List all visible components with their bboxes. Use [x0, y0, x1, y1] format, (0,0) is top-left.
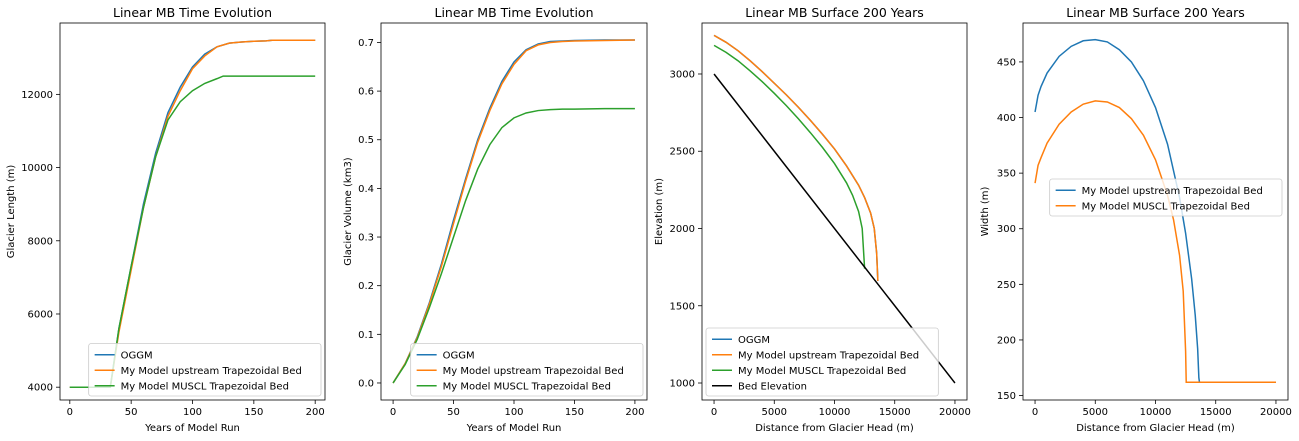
x-tick-label: 50 — [447, 407, 460, 418]
series-line-3 — [69, 75, 316, 388]
legend-label: OGGM — [443, 350, 475, 361]
legend-label: My Model MUSCL Trapezoidal Bed — [1082, 201, 1250, 212]
x-tick-label: 100 — [183, 407, 202, 418]
y-tick-label: 1500 — [670, 301, 695, 312]
x-tick-label: 200 — [625, 407, 644, 418]
series-line-2 — [1034, 100, 1276, 383]
y-tick-label: 300 — [997, 224, 1016, 235]
x-tick-label: 0 — [711, 407, 717, 418]
y-axis-label: Width (m) — [980, 187, 991, 237]
y-tick-label: 350 — [997, 169, 1016, 180]
legend-box — [88, 343, 322, 397]
legend-label: My Model upstream Trapezoidal Bed — [1082, 186, 1263, 197]
y-tick-label: 400 — [997, 113, 1016, 124]
legend-label: My Model upstream Trapezoidal Bed — [121, 366, 302, 377]
series-line-2 — [713, 34, 879, 282]
x-tick-label: 150 — [565, 407, 584, 418]
y-axis-label: Glacier Length (m) — [6, 165, 17, 259]
y-tick-label: 2500 — [670, 147, 695, 158]
legend-label: My Model MUSCL Trapezoidal Bed — [443, 381, 611, 392]
y-tick-label: 450 — [997, 57, 1016, 68]
chart-panel-3: 0 5000 10000 15000 20000 1000 1500 2000 2500 3000… — [654, 5, 971, 434]
x-tick-label: 5000 — [762, 407, 787, 418]
y-tick-label: 6000 — [28, 309, 53, 320]
series-line-1 — [713, 34, 879, 282]
x-tick-label: 100 — [504, 407, 523, 418]
series-line-1 — [392, 39, 635, 384]
y-tick-label: 0.3 — [358, 233, 374, 244]
x-tick-label: 20000 — [939, 407, 971, 418]
legend-label: OGGM — [121, 350, 153, 361]
legend-box — [705, 327, 939, 397]
y-tick-label: 4000 — [28, 383, 53, 394]
series-line-1 — [1034, 38, 1276, 383]
x-tick-label: 10000 — [1140, 407, 1172, 418]
y-tick-label: 8000 — [28, 236, 53, 247]
x-tick-label: 0 — [390, 407, 396, 418]
x-axis-label: Distance from Glacier Head (m) — [1076, 423, 1235, 434]
series-line-2 — [392, 39, 635, 384]
y-tick-label: 3000 — [670, 69, 695, 80]
y-tick-label: 200 — [997, 335, 1016, 346]
x-tick-label: 15000 — [879, 407, 911, 418]
series-line-3 — [392, 107, 635, 384]
chart-panel-4: 0 5000 10000 15000 20000 150 200 250 300 350 400 45… — [980, 5, 1292, 434]
chart-title: Linear MB Surface 200 Years — [1066, 5, 1245, 20]
x-tick-label: 20000 — [1260, 407, 1292, 418]
x-tick-label: 0 — [1032, 407, 1038, 418]
chart-panel-2: 0 50 100 150 200 0.0 0.1 0.2 0.3 0.4 0.5 0.6 0.7 Line… — [343, 5, 648, 434]
legend: OGGM My Model upstream Trapezoidal Bed My … — [410, 343, 644, 397]
y-tick-label: 2000 — [670, 224, 695, 235]
legend: OGGM My Model upstream Trapezoidal Bed My … — [705, 327, 939, 397]
x-axis-label: Distance from Glacier Head (m) — [755, 423, 914, 434]
x-axis-label: Years of Model Run — [144, 423, 240, 434]
x-tick-label: 50 — [125, 407, 138, 418]
chart-title: Linear MB Time Evolution — [434, 5, 593, 20]
legend-label: Bed Elevation — [738, 381, 807, 392]
chart-title: Linear MB Surface 200 Years — [745, 5, 924, 20]
y-tick-label: 1000 — [670, 379, 695, 390]
legend-label: My Model MUSCL Trapezoidal Bed — [121, 381, 289, 392]
y-axis-label: Elevation (m) — [654, 178, 665, 245]
x-tick-label: 0 — [67, 407, 73, 418]
y-tick-label: 12000 — [21, 90, 53, 101]
x-tick-label: 15000 — [1200, 407, 1232, 418]
y-tick-label: 0.4 — [358, 184, 374, 195]
legend-box — [410, 343, 644, 397]
y-tick-label: 10000 — [21, 163, 53, 174]
x-tick-label: 5000 — [1083, 407, 1108, 418]
x-tick-label: 200 — [306, 407, 325, 418]
series-line-1 — [69, 39, 316, 388]
y-axis-label: Glacier Volume (km3) — [343, 157, 354, 266]
x-axis-label: Years of Model Run — [466, 423, 562, 434]
legend: OGGM My Model upstream Trapezoidal Bed My … — [88, 343, 322, 397]
x-tick-label: 10000 — [819, 407, 851, 418]
y-tick-label: 0.2 — [358, 281, 374, 292]
y-tick-label: 0.5 — [358, 135, 374, 146]
legend-label: My Model upstream Trapezoidal Bed — [738, 350, 919, 361]
y-tick-label: 0.0 — [358, 378, 374, 389]
y-tick-label: 250 — [997, 280, 1016, 291]
series-line-3 — [713, 44, 866, 269]
legend-label: OGGM — [738, 335, 770, 346]
legend-label: My Model MUSCL Trapezoidal Bed — [738, 366, 906, 377]
chart-panel-1: 0 50 100 150 200 4000 6000 8000 10000 12000 Linear… — [6, 5, 326, 434]
chart-title: Linear MB Time Evolution — [113, 5, 272, 20]
y-tick-label: 0.1 — [358, 330, 374, 341]
y-tick-label: 0.6 — [358, 87, 374, 98]
legend: My Model upstream Trapezoidal Bed My Mode… — [1049, 178, 1283, 217]
legend-label: My Model upstream Trapezoidal Bed — [443, 366, 624, 377]
x-tick-label: 150 — [244, 407, 263, 418]
legend-box — [1049, 178, 1283, 217]
series-line-2 — [69, 39, 316, 388]
y-tick-label: 150 — [997, 391, 1016, 402]
y-tick-label: 0.7 — [358, 38, 374, 49]
